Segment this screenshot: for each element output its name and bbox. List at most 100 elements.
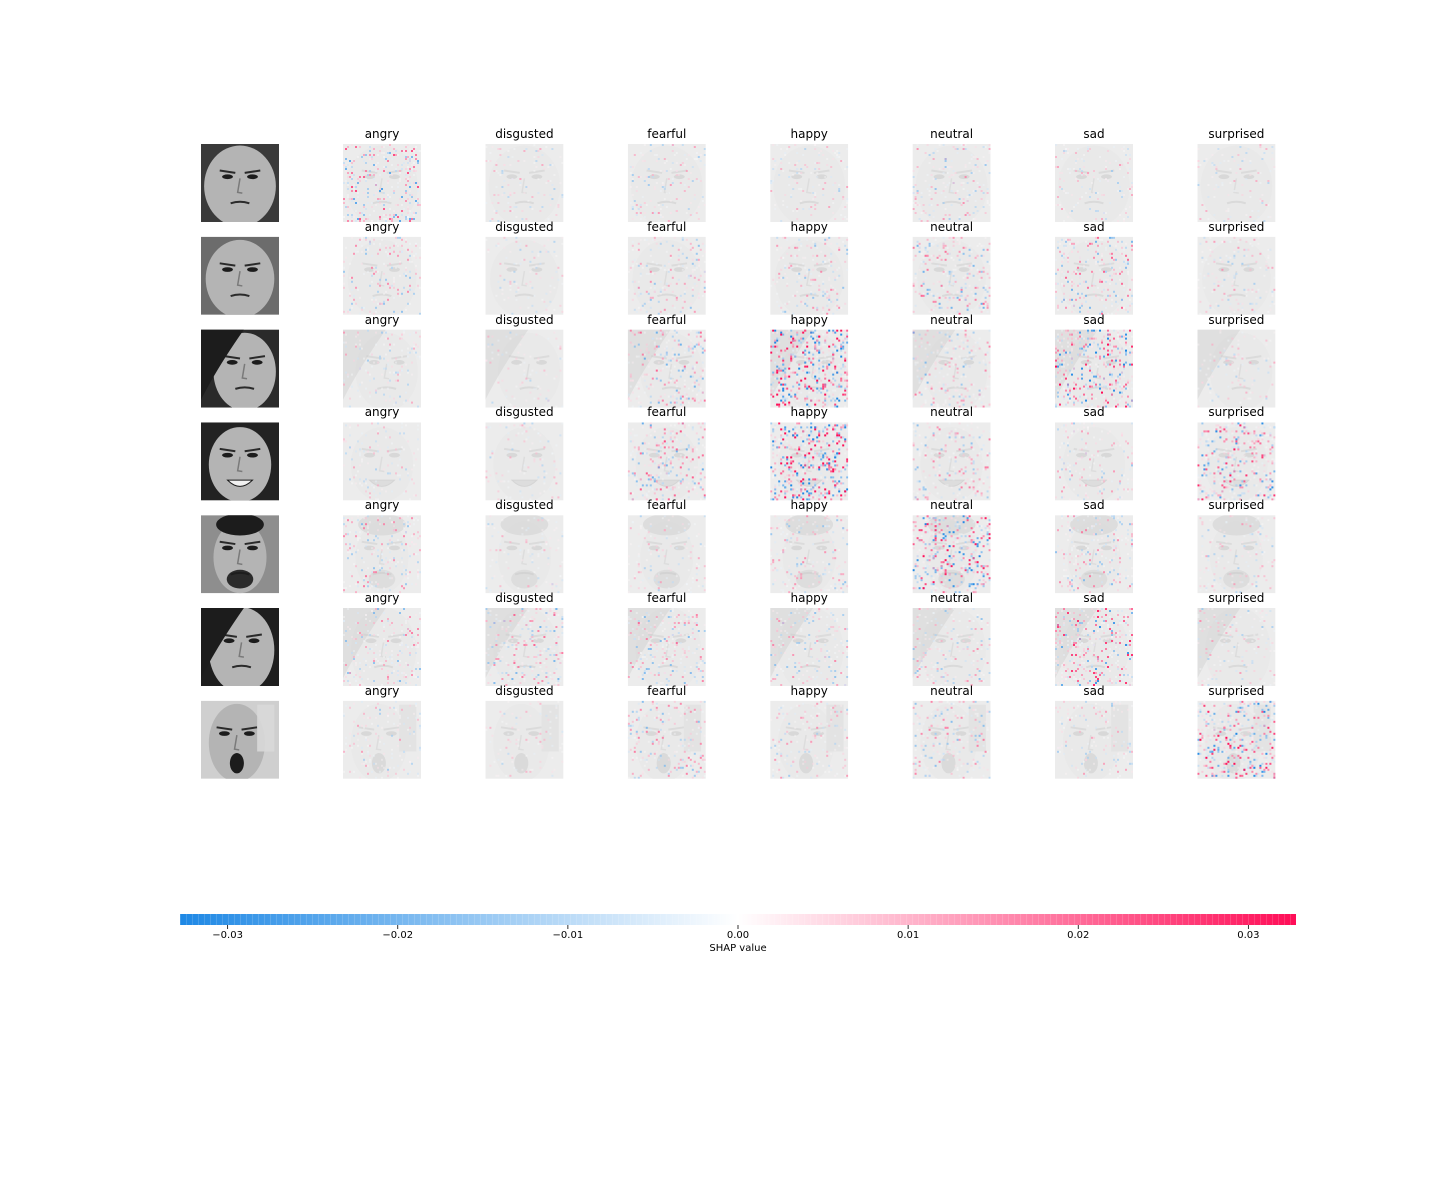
shap-map-happy-row-2 <box>770 236 849 315</box>
shap-map-sad-row-5 <box>1055 515 1133 594</box>
shap-map-sad-row-6 <box>1055 608 1133 686</box>
shap-map-happy-row-6 <box>770 608 849 686</box>
class-label-fearful: fearful <box>647 591 687 605</box>
class-label-angry: angry <box>364 405 400 420</box>
colorbar-tick-label: −0.01 <box>552 930 584 941</box>
colorbar <box>180 914 1296 925</box>
class-label-angry: angry <box>364 591 400 605</box>
class-label-happy: happy <box>790 591 828 605</box>
class-label-surprised: surprised <box>1208 683 1265 698</box>
shap-map-happy-row-5 <box>770 515 849 594</box>
shap-map-happy-row-1 <box>770 144 849 222</box>
class-label-angry: angry <box>364 498 400 513</box>
class-label-disgusted: disgusted <box>495 498 554 513</box>
shap-map-disgusted-row-7 <box>485 700 564 779</box>
class-label-fearful: fearful <box>647 498 687 513</box>
colorbar-bands <box>180 914 1291 925</box>
class-label-neutral: neutral <box>930 219 974 234</box>
shap-map-surprised-row-2 <box>1197 236 1276 315</box>
shap-map-fearful-row-3 <box>627 329 706 408</box>
original-face-6 <box>201 608 279 686</box>
class-label-sad: sad <box>1083 127 1105 141</box>
class-label-happy: happy <box>790 219 828 234</box>
class-label-surprised: surprised <box>1208 498 1265 513</box>
class-label-neutral: neutral <box>930 312 974 327</box>
shap-map-sad-row-4 <box>1055 422 1133 501</box>
class-label-disgusted: disgusted <box>495 312 554 327</box>
shap-map-disgusted-row-6 <box>485 608 564 686</box>
shap-map-disgusted-row-3 <box>485 329 564 408</box>
shap-map-fearful-row-5 <box>627 515 706 594</box>
shap-map-angry-row-2 <box>343 236 421 315</box>
class-label-neutral: neutral <box>930 498 974 513</box>
class-label-fearful: fearful <box>647 312 687 327</box>
shap-map-fearful-row-6 <box>627 608 706 686</box>
shap-map-angry-row-5 <box>343 515 421 594</box>
shap-map-happy-row-3 <box>770 329 849 408</box>
class-label-angry: angry <box>364 683 400 698</box>
shap-map-neutral-row-1 <box>912 144 991 222</box>
shap-map-neutral-row-3 <box>912 329 991 408</box>
shap-map-disgusted-row-1 <box>485 144 564 222</box>
shap-map-sad-row-2 <box>1055 236 1133 315</box>
original-face-7 <box>201 700 279 779</box>
shap-map-angry-row-7 <box>343 700 421 779</box>
shap-map-happy-row-4 <box>770 422 849 501</box>
shap-map-sad-row-3 <box>1055 329 1133 408</box>
shap-map-fearful-row-7 <box>627 700 706 779</box>
class-label-neutral: neutral <box>930 591 974 605</box>
original-face-1 <box>201 144 279 222</box>
class-label-sad: sad <box>1083 219 1105 234</box>
class-label-fearful: fearful <box>647 127 687 141</box>
class-label-surprised: surprised <box>1208 312 1265 327</box>
original-face-4 <box>201 422 279 501</box>
shap-map-surprised-row-5 <box>1197 515 1276 594</box>
class-label-happy: happy <box>790 683 828 698</box>
class-label-sad: sad <box>1083 498 1105 513</box>
shap-map-sad-row-1 <box>1055 144 1133 222</box>
shap-map-surprised-row-4 <box>1197 422 1276 501</box>
shap-map-disgusted-row-4 <box>485 422 564 501</box>
class-label-happy: happy <box>790 127 828 141</box>
class-label-angry: angry <box>364 312 400 327</box>
shap-map-fearful-row-2 <box>627 236 706 315</box>
shap-map-fearful-row-4 <box>627 422 706 501</box>
class-label-surprised: surprised <box>1208 127 1265 141</box>
colorbar-tick-label: −0.02 <box>382 930 414 941</box>
class-label-fearful: fearful <box>647 219 687 234</box>
class-label-disgusted: disgusted <box>495 127 554 141</box>
original-face-5 <box>201 515 279 594</box>
class-label-disgusted: disgusted <box>495 219 554 234</box>
class-label-sad: sad <box>1083 405 1105 420</box>
shap-map-surprised-row-3 <box>1197 329 1276 408</box>
shap-map-surprised-row-1 <box>1197 144 1276 222</box>
shap-map-angry-row-3 <box>343 329 421 408</box>
colorbar-tick-label: 0.01 <box>896 930 920 941</box>
colorbar-label: SHAP value <box>709 943 767 954</box>
shap-map-neutral-row-2 <box>912 236 991 315</box>
shap-map-disgusted-row-5 <box>485 515 564 594</box>
class-label-surprised: surprised <box>1208 591 1265 605</box>
class-label-neutral: neutral <box>930 127 974 141</box>
class-label-disgusted: disgusted <box>495 683 554 698</box>
shap-map-disgusted-row-2 <box>485 236 564 315</box>
colorbar-tick-label: −0.03 <box>212 930 243 941</box>
shap-map-happy-row-7 <box>770 700 849 779</box>
class-label-sad: sad <box>1083 683 1105 698</box>
colorbar-tick-label: 0.02 <box>1067 930 1090 941</box>
original-face-3 <box>201 329 279 408</box>
class-label-angry: angry <box>364 127 400 141</box>
class-label-fearful: fearful <box>647 405 687 420</box>
class-label-disgusted: disgusted <box>495 591 554 605</box>
class-label-neutral: neutral <box>930 683 974 698</box>
shap-map-neutral-row-4 <box>912 422 991 501</box>
shap-map-angry-row-6 <box>343 608 421 686</box>
class-label-sad: sad <box>1083 591 1105 605</box>
shap-map-neutral-row-7 <box>912 700 991 779</box>
class-label-fearful: fearful <box>647 683 687 698</box>
colorbar-tick-label: 0.00 <box>726 930 750 941</box>
colorbar-tick-label: 0.03 <box>1237 930 1260 941</box>
class-label-happy: happy <box>790 498 828 513</box>
